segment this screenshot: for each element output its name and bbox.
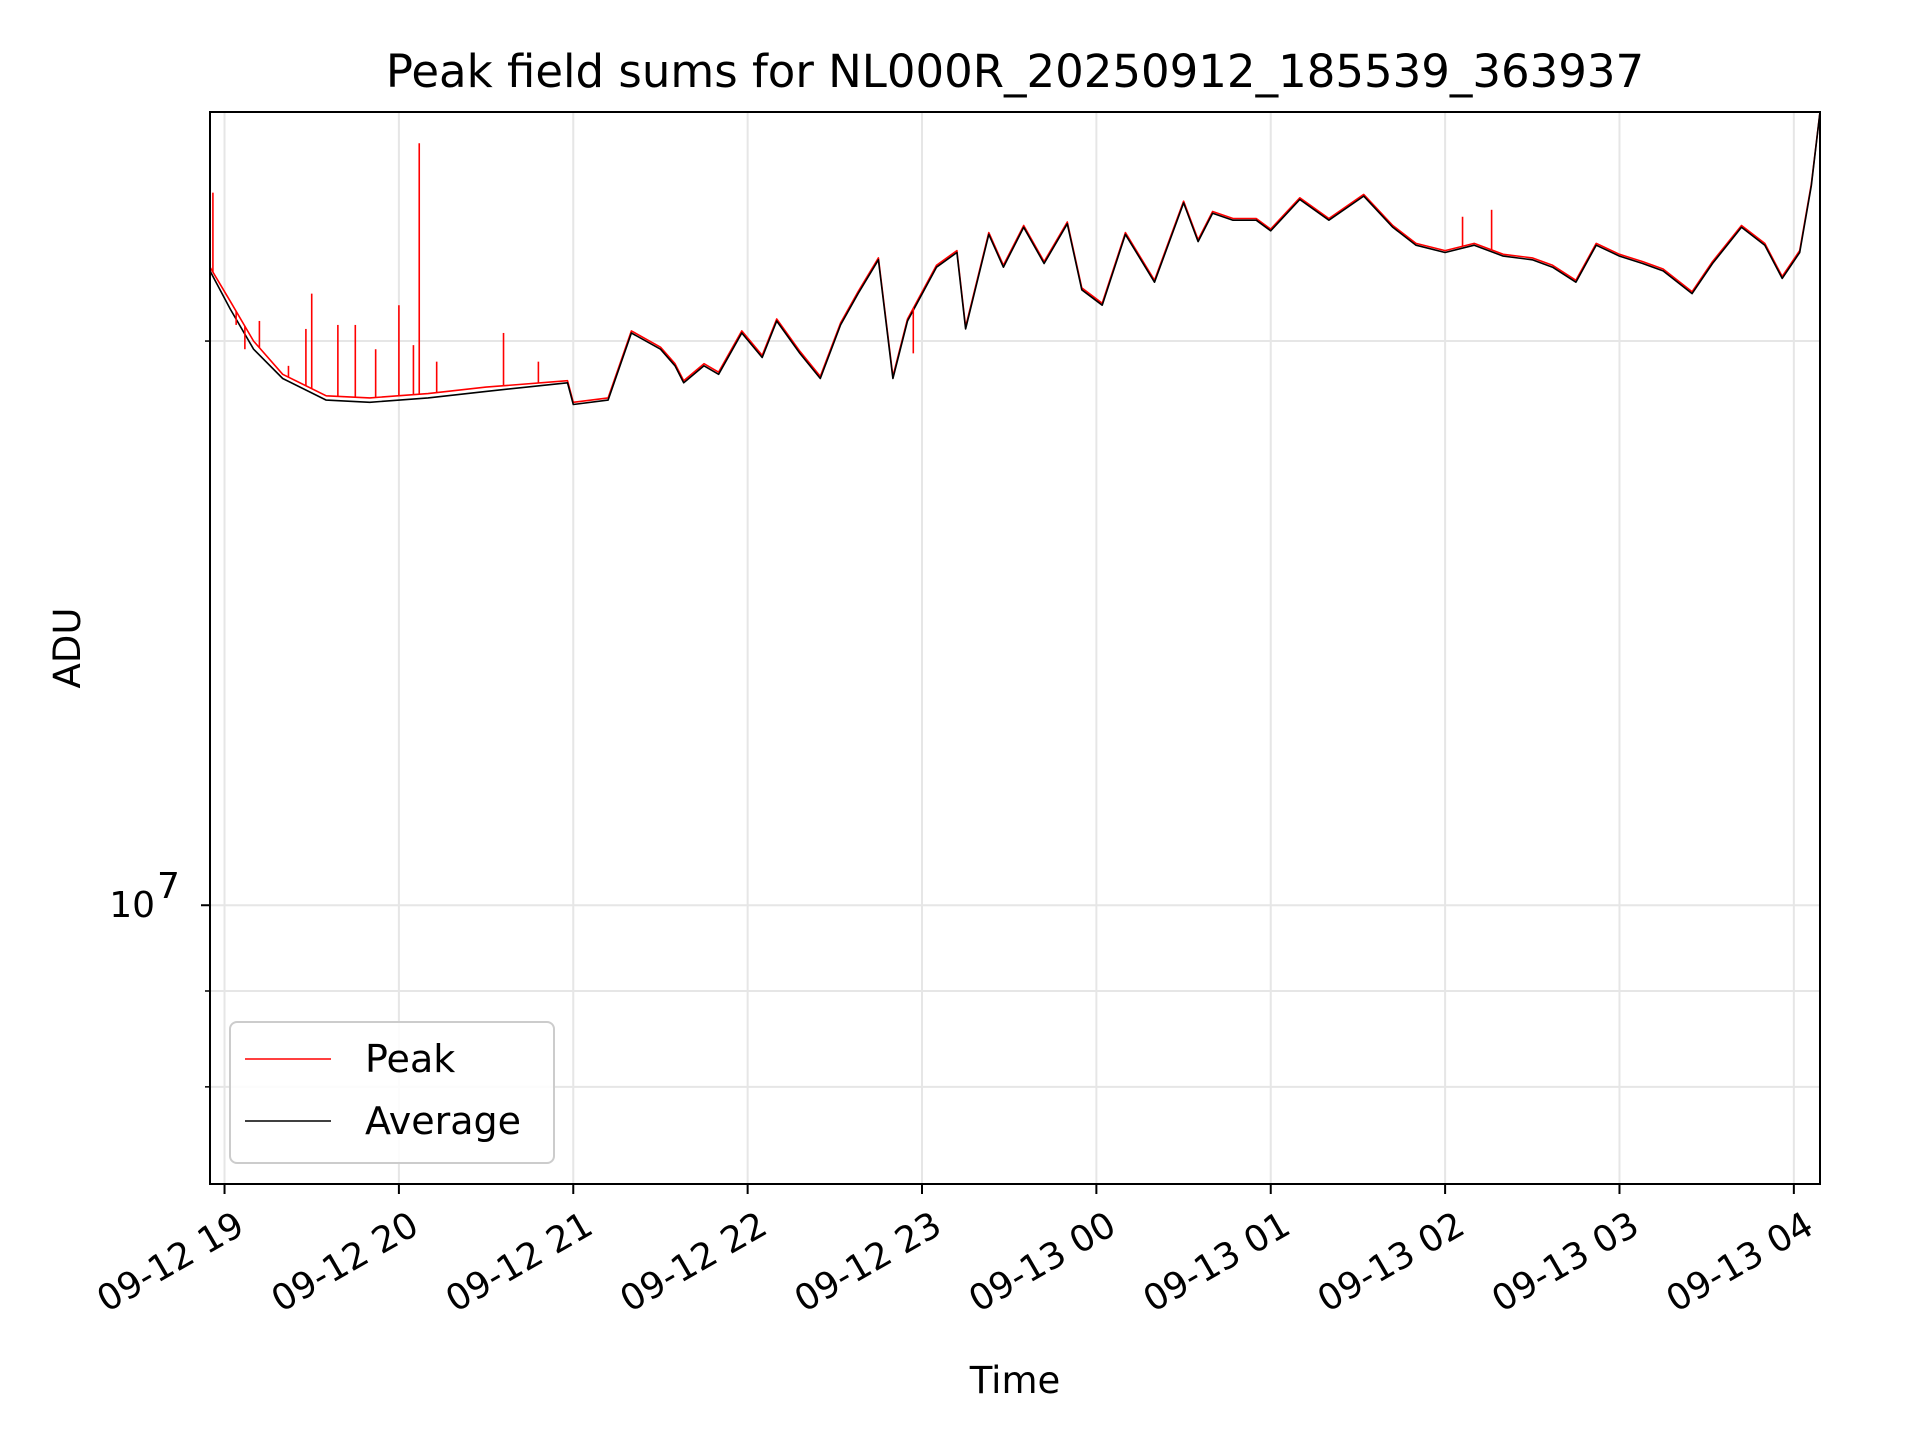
y-axis-title: ADU (46, 608, 89, 689)
legend-label-peak: Peak (365, 1037, 455, 1081)
plot-frame (209, 111, 1821, 1185)
series-line-average (210, 112, 1820, 406)
legend: Peak Average (229, 1021, 555, 1164)
legend-box (229, 1021, 555, 1164)
legend-label-average: Average (365, 1099, 521, 1143)
chart-title: Peak field sums for NL000R_20250912_1855… (386, 45, 1644, 98)
y-axis-ticks: 10 7 (109, 340, 210, 1088)
x-axis-title: Time (969, 1359, 1061, 1402)
series-group (210, 112, 1820, 406)
y-tick-label-exponent: 7 (157, 866, 180, 907)
series-layer (210, 112, 1820, 406)
series-line-peak (210, 112, 1820, 404)
y-tick-label: 10 (109, 885, 155, 926)
